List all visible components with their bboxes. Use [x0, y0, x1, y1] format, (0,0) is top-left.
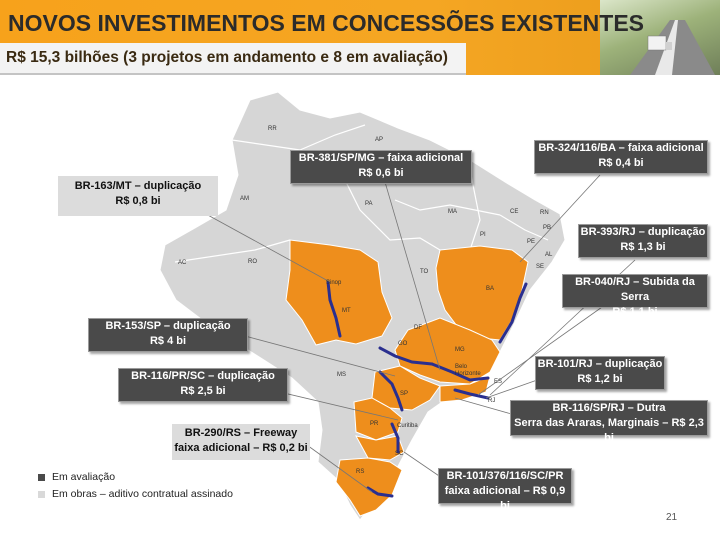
state-label-pa: PA — [365, 201, 373, 207]
callout-br-040-rj: BR-040/RJ – Subida da Serra R$ 1,1 bi — [562, 274, 708, 318]
state-label-rr: RR — [268, 126, 277, 132]
state-label-sc: SC — [395, 451, 404, 457]
callout-br-290-rs: BR-290/RS – Freeway faixa adicional – R$… — [172, 424, 310, 460]
highways — [326, 280, 528, 498]
state-label-rn: RN — [540, 210, 549, 216]
state-labels: RR AP AM PA MA CE RN PB PE AL SE PI AC R… — [178, 126, 553, 475]
state-label-mg: MG — [455, 347, 465, 353]
state-label-rj: RJ — [488, 398, 495, 404]
subtitle-bar — [0, 43, 466, 75]
state-label-se: SE — [536, 264, 544, 270]
legend-swatch-evaluation — [38, 474, 45, 481]
callout-br-381-sp-mg: BR-381/SP/MG – faixa adicional R$ 0,6 bi — [290, 150, 472, 184]
city-label-curitiba: Curitiba — [397, 423, 418, 429]
state-label-al: AL — [545, 252, 553, 258]
page-number: 21 — [666, 512, 678, 523]
state-label-to: TO — [420, 269, 429, 275]
highway-photo — [600, 0, 720, 75]
state-label-ba: BA — [486, 286, 494, 292]
legend-label-works: Em obras – aditivo contratual assinado — [52, 488, 233, 500]
city-label-belo-horizonte-2: Horizonte — [455, 371, 481, 377]
state-label-mt: MT — [342, 308, 351, 314]
state-label-rs: RS — [356, 469, 364, 475]
callout-br-101-376-116: BR-101/376/116/SC/PR faixa adicional – R… — [438, 468, 572, 512]
callout-br-101-rj: BR-101/RJ – duplicação R$ 1,2 bi — [535, 356, 665, 390]
state-label-ro: RO — [248, 259, 257, 265]
callout-br-116-pr-sc: BR-116/PR/SC – duplicação R$ 2,5 bi — [118, 368, 288, 402]
city-label-sinop: Sinop — [326, 280, 342, 286]
state-label-pr: PR — [370, 421, 379, 427]
state-label-am: AM — [240, 196, 249, 202]
state-label-pe: PE — [527, 239, 535, 245]
state-label-ma: MA — [448, 209, 457, 215]
callout-br-393-rj: BR-393/RJ – duplicação R$ 1,3 bi — [578, 224, 708, 258]
callout-br-116-sp-rj: BR-116/SP/RJ – Dutra Serra das Araras, M… — [510, 400, 708, 444]
state-rj — [439, 375, 491, 403]
state-label-pi: PI — [480, 232, 486, 238]
state-label-df: DF — [414, 325, 422, 331]
page-subtitle: R$ 15,3 bilhões (3 projetos em andamento… — [6, 49, 448, 66]
state-label-ce: CE — [510, 209, 518, 215]
state-label-pb: PB — [543, 225, 551, 231]
state-label-ac: AC — [178, 260, 187, 266]
state-label-ap: AP — [375, 137, 383, 143]
callout-br-324-116-ba: BR-324/116/BA – faixa adicional R$ 0,4 b… — [534, 140, 708, 174]
state-pr — [353, 397, 403, 441]
state-label-go: GO — [398, 341, 408, 347]
leader-lines — [194, 174, 636, 493]
state-label-ms: MS — [337, 372, 346, 378]
city-label-belo-horizonte: Belo — [455, 364, 468, 370]
city-labels: Sinop Belo Horizonte Curitiba — [326, 280, 481, 429]
legend-swatch-works — [38, 491, 45, 498]
legend-label-evaluation: Em avaliação — [52, 471, 116, 483]
callout-br-153-sp: BR-153/SP – duplicação R$ 4 bi — [88, 318, 248, 352]
state-label-sp: SP — [400, 391, 408, 397]
state-label-es: ES — [494, 379, 502, 385]
callout-br-163-mt: BR-163/MT – duplicação R$ 0,8 bi — [58, 176, 218, 216]
state-mt — [285, 239, 393, 346]
page-title: NOVOS INVESTIMENTOS EM CONCESSÕES EXISTE… — [8, 10, 645, 36]
